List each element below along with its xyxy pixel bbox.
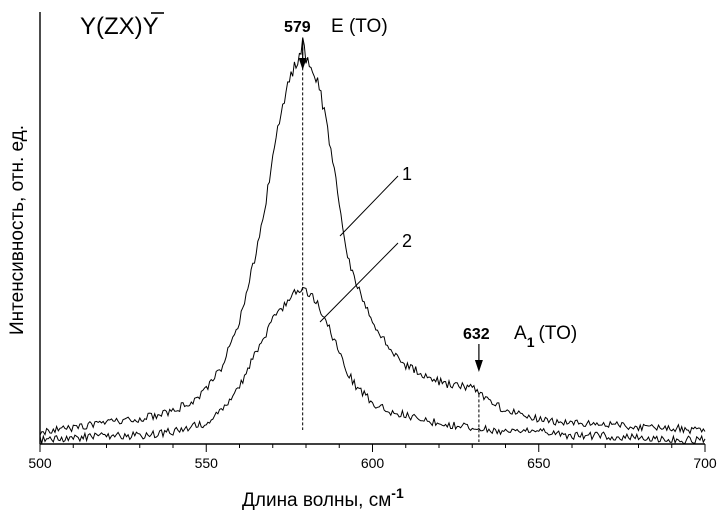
x-tick-label-600: 600 [361,455,385,471]
curve-2-leader [319,242,399,323]
x-axis-label-sup: -1 [391,485,404,501]
curve-1-leader [339,175,399,237]
peak-label-tail: (TO) [538,323,577,344]
peak-579-arrow-head [298,58,307,70]
peak-value-632: 632 [463,326,490,343]
peak-632-arrow-head [474,360,483,372]
peak-label-sub: 1 [527,334,535,350]
axes-group [39,12,705,445]
x-tick-label-700: 700 [693,455,717,471]
peak-label-a: A [514,323,527,344]
peak-label-a1-to: A1 (TO) [514,323,577,350]
x-ticks-group: 500 550 600 650 700 [28,444,717,471]
x-axis-label-main: Длина волны, см [242,490,391,511]
x-axis-label: Длина волны, см-1 [242,485,404,511]
x-tick-label-650: 650 [527,455,551,471]
annotations-group [298,40,483,442]
curve-label-2: 2 [402,231,412,251]
x-tick-label-500: 500 [28,455,52,471]
chart-title: Y(ZX)Y [80,13,159,40]
series-line-2 [39,286,706,445]
series-group [39,37,706,445]
curve-label-1: 1 [402,164,412,184]
series-line-1 [39,37,706,436]
peak-label-e-to: E (TO) [331,16,388,37]
peak-value-579: 579 [284,19,311,36]
x-tick-label-550: 550 [195,455,219,471]
y-axis-label: Интенсивность, отн. ед. [7,125,28,335]
